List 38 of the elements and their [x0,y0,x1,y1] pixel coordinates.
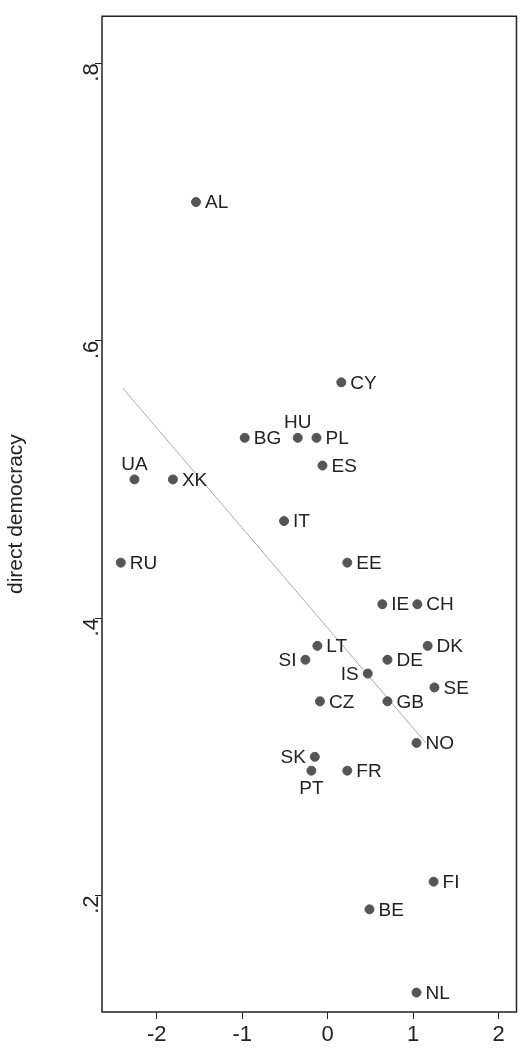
annotation: IS [340,662,359,684]
annotation: NL [425,981,450,1003]
annotation: UA [121,452,148,474]
annotation: IE [391,593,410,615]
x-tick-label: -2 [146,1021,167,1047]
annotation: DK [436,635,464,657]
x-tick-label: 1 [406,1021,420,1047]
annotation: SK [280,746,307,768]
x-tick-label: 2 [492,1021,505,1047]
annotation: IT [293,510,311,532]
x-tick-label: 0 [321,1021,334,1047]
annotation: FR [356,759,382,781]
y-tick-label: .2 [78,895,104,914]
annotation: BG [253,427,282,449]
y-tick-label: .8 [78,63,104,82]
y-tick-label: .4 [78,618,104,637]
y-axis-title: direct democracy [3,433,27,595]
annotation: HU [283,411,312,433]
annotation: RU [129,551,158,573]
annotation: BE [378,898,404,920]
annotation: AL [205,191,229,213]
y-tick-label: .6 [78,340,104,360]
annotation: NO [425,732,455,754]
annotation: PT [299,776,324,798]
annotation: XK [181,468,208,490]
annotation: SI [278,648,297,670]
x-tick-label: -1 [232,1021,252,1047]
annotation: LT [326,635,348,657]
annotation: CH [426,593,454,615]
annotation: FI [442,870,460,892]
annotation: ES [331,454,357,476]
annotation: PL [325,427,349,449]
annotation: SE [443,676,469,698]
annotation: CY [350,371,378,393]
annotation: CZ [328,690,355,712]
annotation: EE [356,551,382,573]
annotation: DE [396,648,423,670]
annotation: GB [396,690,424,712]
